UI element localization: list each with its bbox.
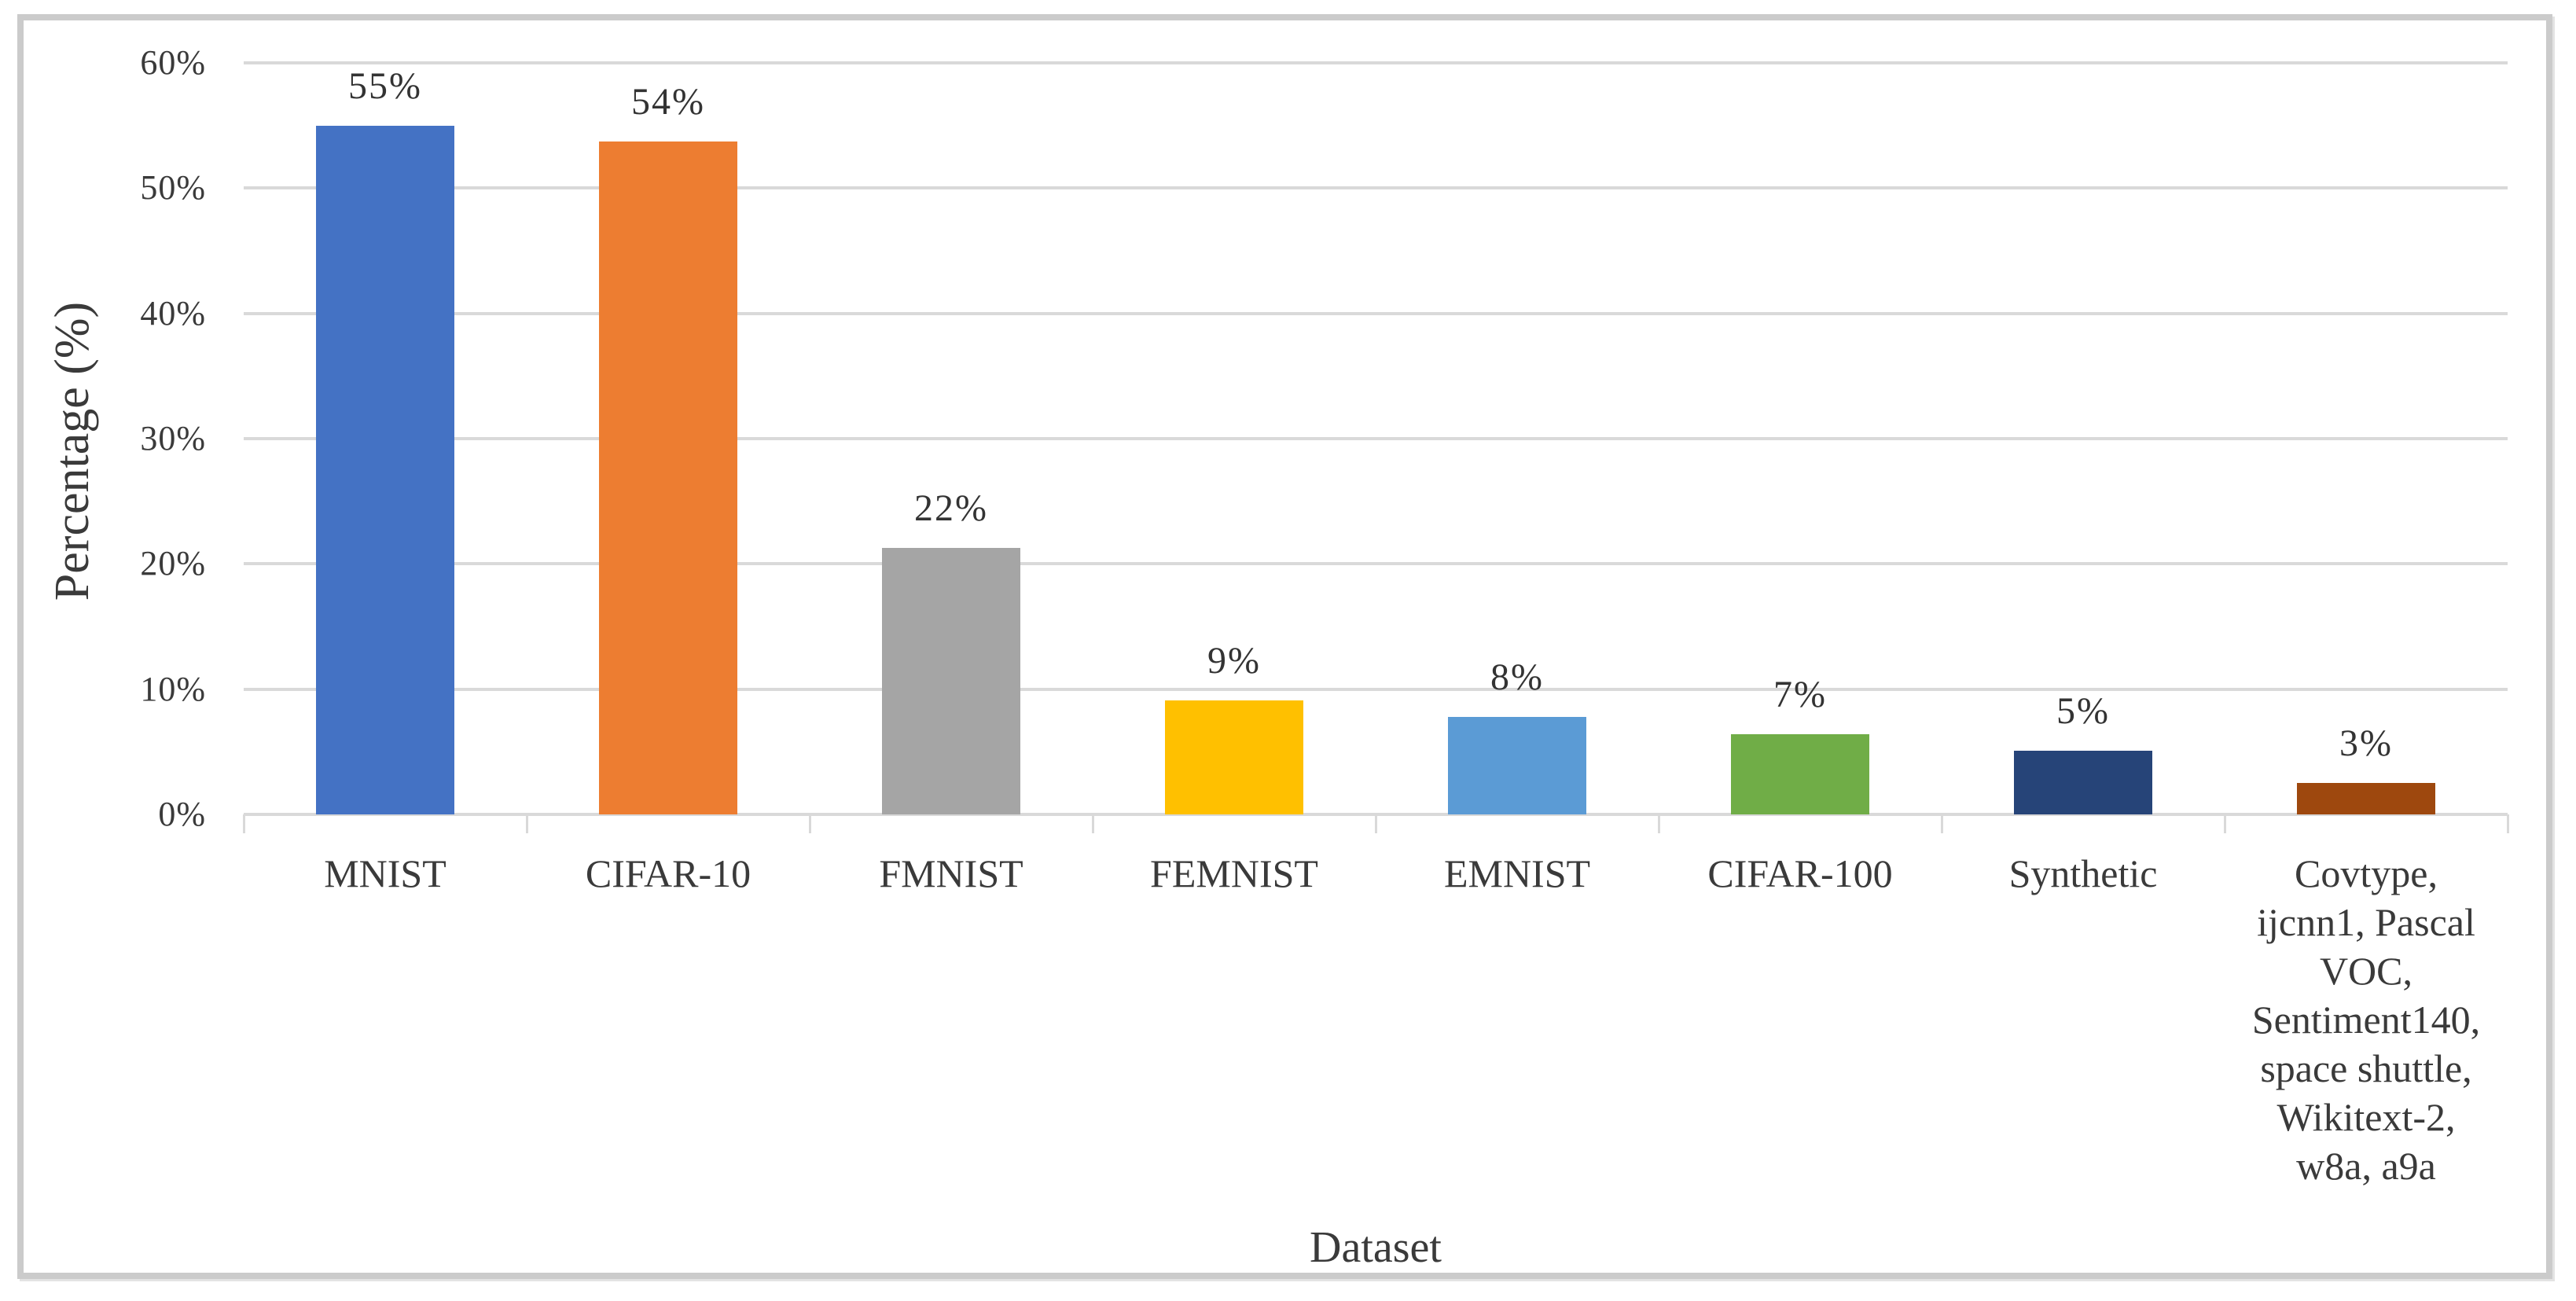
x-axis-tick bbox=[2223, 814, 2226, 833]
x-axis-tick bbox=[525, 814, 528, 833]
y-tick-label-60pct: 60% bbox=[140, 43, 206, 82]
y-tick-label-20pct: 20% bbox=[140, 544, 206, 583]
bar-fmnist bbox=[882, 547, 1020, 814]
y-tick-label-10pct: 10% bbox=[140, 669, 206, 708]
x-axis-tick bbox=[808, 814, 811, 833]
bar-emnist bbox=[1448, 716, 1586, 814]
data-label-covtype-ijcnn1-pascal-vo: 3% bbox=[2339, 722, 2393, 765]
x-axis-tick bbox=[1940, 814, 1943, 833]
bar-synthetic bbox=[2014, 750, 2152, 814]
gridline-40pct bbox=[244, 311, 2508, 315]
bar-mnist bbox=[316, 125, 454, 814]
data-label-synthetic: 5% bbox=[2056, 689, 2110, 732]
category-label-covtype-ijcnn1-pascal-vo: Covtype, ijcnn1, Pascal VOC, Sentiment14… bbox=[2251, 851, 2481, 1188]
gridline-60pct bbox=[244, 61, 2508, 64]
x-axis-tick bbox=[1374, 814, 1377, 833]
y-tick-label-50pct: 50% bbox=[140, 168, 206, 208]
x-axis-tick bbox=[2506, 814, 2509, 833]
category-label-fmnist: FMNIST bbox=[879, 851, 1023, 895]
bar-cifar-100 bbox=[1731, 734, 1869, 814]
x-axis-tick bbox=[1091, 814, 1094, 833]
data-label-mnist: 55% bbox=[348, 64, 422, 107]
gridline-30pct bbox=[244, 437, 2508, 440]
data-label-fmnist: 22% bbox=[914, 487, 988, 529]
data-label-cifar-10: 54% bbox=[631, 81, 705, 123]
category-label-cifar-10: CIFAR-10 bbox=[585, 851, 751, 895]
category-label-mnist: MNIST bbox=[324, 851, 446, 895]
data-label-cifar-100: 7% bbox=[1773, 674, 1827, 716]
gridline-20pct bbox=[244, 562, 2508, 566]
x-axis-title: Dataset bbox=[1310, 1223, 1442, 1272]
category-label-synthetic: Synthetic bbox=[2008, 851, 2158, 895]
category-label-emnist: EMNIST bbox=[1443, 851, 1591, 895]
gridline-50pct bbox=[244, 186, 2508, 190]
gridline-10pct bbox=[244, 687, 2508, 691]
y-tick-label-30pct: 30% bbox=[140, 419, 206, 458]
bar-femnist bbox=[1165, 700, 1303, 814]
data-label-emnist: 8% bbox=[1490, 656, 1544, 698]
y-tick-label-40pct: 40% bbox=[140, 293, 206, 333]
x-axis-tick bbox=[1657, 814, 1660, 833]
x-axis-tick bbox=[242, 814, 245, 833]
category-label-femnist: FEMNIST bbox=[1150, 851, 1318, 895]
bar-covtype-ijcnn1-pascal-vo bbox=[2297, 783, 2435, 814]
bar-cifar-10 bbox=[599, 141, 737, 814]
y-tick-label-0pct: 0% bbox=[158, 795, 206, 833]
category-label-cifar-100: CIFAR-100 bbox=[1707, 851, 1893, 895]
data-label-femnist: 9% bbox=[1207, 640, 1261, 682]
